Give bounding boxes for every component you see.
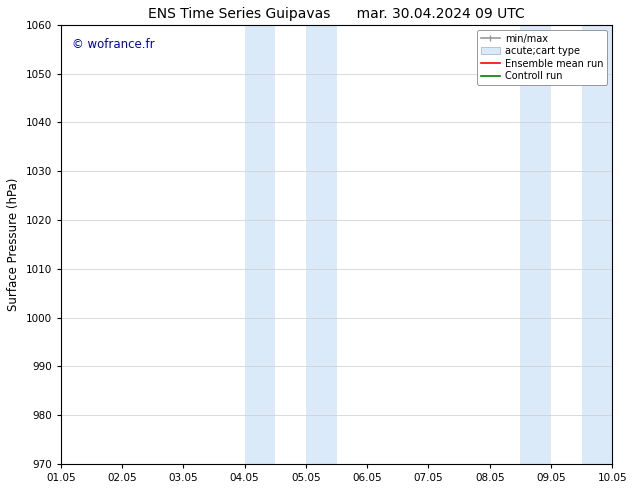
Y-axis label: Surface Pressure (hPa): Surface Pressure (hPa) [7, 178, 20, 311]
Bar [245, 25, 275, 464]
Bar [521, 25, 551, 464]
Text: © wofrance.fr: © wofrance.fr [72, 38, 155, 51]
Bar [306, 25, 337, 464]
Legend: min/max, acute;cart type, Ensemble mean run, Controll run: min/max, acute;cart type, Ensemble mean … [477, 30, 607, 85]
Bar [581, 25, 612, 464]
Title: ENS Time Series Guipavas      mar. 30.04.2024 09 UTC: ENS Time Series Guipavas mar. 30.04.2024… [148, 7, 525, 21]
